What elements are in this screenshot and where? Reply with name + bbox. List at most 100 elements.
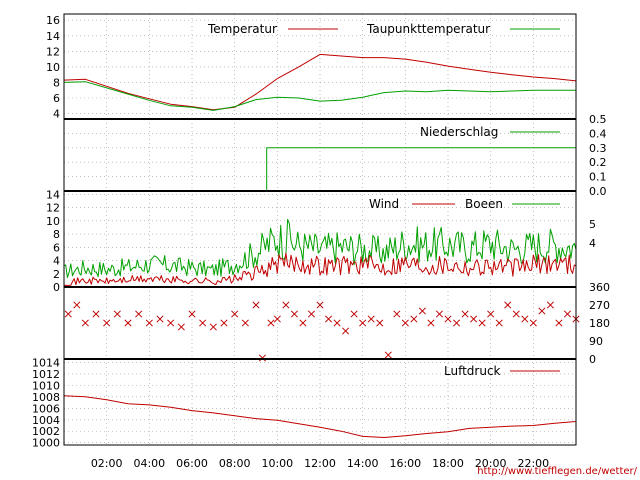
- pressure-line: [63, 395, 577, 438]
- direction-point-14: [209, 323, 217, 331]
- direction-point-20: [267, 319, 275, 327]
- y-tick-label-1-0.4: 0.4: [589, 127, 607, 140]
- y2-tick-label-1: 4: [589, 237, 596, 250]
- y-tick-label-2-8: 8: [53, 228, 60, 241]
- x-tick-label-0400: 04:00: [133, 457, 165, 470]
- y-tick-label-2-0: 0: [53, 281, 60, 294]
- direction-point-27: [324, 315, 333, 323]
- direction-point-12: [188, 310, 196, 318]
- direction-point-34: [384, 351, 392, 359]
- y-tick-label-0-6: 6: [53, 92, 60, 105]
- y-tick-label-4-1014: 1014: [32, 356, 60, 369]
- y-tick-label-0-4: 4: [53, 108, 60, 121]
- x-tick-label-1600: 16:00: [389, 457, 421, 470]
- direction-point-1: [73, 301, 81, 309]
- data-layer: [63, 53, 580, 438]
- y-tick-label-0-10: 10: [46, 61, 60, 74]
- direction-point-10: [167, 319, 175, 327]
- direction-point-54: [555, 319, 563, 327]
- dewpoint-line: [63, 81, 576, 111]
- gust-line: [63, 219, 577, 278]
- y-tick-label-2-12: 12: [46, 202, 60, 215]
- legend-label-niederschlag: Niederschlag: [420, 125, 498, 139]
- direction-point-25: [307, 310, 316, 318]
- y-tick-label-2-2: 2: [53, 268, 60, 281]
- direction-point-16: [231, 310, 239, 318]
- x-tick-label-0800: 08:00: [219, 457, 251, 470]
- direction-point-9: [156, 315, 164, 323]
- direction-point-6: [124, 319, 132, 327]
- direction-point-4: [103, 319, 111, 327]
- direction-point-30: [350, 310, 358, 318]
- y-tick-label-2-10: 10: [46, 215, 60, 228]
- y-tick-label-4-1006: 1006: [32, 402, 60, 415]
- direction-point-52: [538, 307, 546, 315]
- direction-point-26: [316, 301, 324, 309]
- direction-point-21: [273, 315, 281, 323]
- y-tick-label-3-270: 270: [589, 299, 610, 312]
- direction-point-42: [452, 319, 461, 327]
- direction-point-38: [418, 307, 426, 315]
- direction-point-41: [444, 315, 452, 323]
- x-tick-label-1400: 14:00: [347, 457, 379, 470]
- y-tick-label-4-1012: 1012: [32, 368, 60, 381]
- direction-point-23: [290, 310, 298, 318]
- y-tick-label-3-360: 360: [589, 281, 610, 294]
- direction-point-37: [410, 315, 418, 323]
- y2-tick-label-0: 5: [589, 218, 596, 231]
- y-tick-label-1-0.1: 0.1: [589, 171, 607, 184]
- direction-point-40: [435, 310, 444, 318]
- direction-point-44: [470, 315, 478, 323]
- direction-point-18: [252, 301, 260, 309]
- direction-point-45: [478, 319, 486, 327]
- x-tick-label-2000: 20:00: [475, 457, 507, 470]
- y-tick-label-2-6: 6: [53, 241, 60, 254]
- precipitation-line: [64, 147, 576, 192]
- direction-point-47: [495, 319, 503, 327]
- x-tick-label-0200: 02:00: [91, 457, 123, 470]
- direction-point-28: [333, 319, 341, 327]
- direction-point-36: [401, 319, 409, 327]
- direction-point-5: [113, 310, 121, 318]
- legend-label-boeen: Boeen: [465, 197, 503, 211]
- y-tick-label-4-1002: 1002: [32, 425, 60, 438]
- y-tick-label-1-0.2: 0.2: [589, 156, 607, 169]
- direction-point-8: [145, 319, 153, 327]
- legend-layer: Temperatur Taupunkttemperatur Niederschl…: [207, 22, 560, 378]
- direction-point-22: [282, 301, 290, 309]
- direction-point-7: [135, 310, 143, 318]
- y-tick-label-1-0.3: 0.3: [589, 142, 607, 155]
- direction-point-53: [546, 301, 554, 309]
- y-tick-label-0-16: 16: [46, 14, 60, 27]
- credit-text: http://www.tiefflegen.de/wetter/: [477, 466, 637, 477]
- direction-point-33: [376, 319, 384, 327]
- y-tick-label-0-8: 8: [53, 76, 60, 89]
- direction-point-46: [487, 310, 495, 318]
- wind-line: [63, 252, 577, 286]
- direction-point-2: [81, 319, 89, 327]
- legend-label-wind: Wind: [369, 197, 399, 211]
- y-tick-label-3-0: 0: [589, 353, 596, 366]
- direction-point-3: [92, 310, 100, 318]
- y-tick-label-4-1004: 1004: [32, 414, 60, 427]
- x-tick-label-1800: 18:00: [432, 457, 464, 470]
- direction-point-13: [199, 319, 207, 327]
- direction-point-24: [299, 319, 307, 327]
- x-tick-label-2200: 22:00: [517, 457, 549, 470]
- direction-point-29: [342, 327, 350, 335]
- y-tick-label-0-12: 12: [46, 45, 60, 58]
- y-tick-label-1-0: 0.0: [589, 185, 607, 198]
- direction-point-50: [521, 315, 529, 323]
- y-tick-label-4-1010: 1010: [32, 379, 60, 392]
- direction-point-0: [64, 310, 72, 318]
- x-tick-label-1000: 10:00: [261, 457, 293, 470]
- direction-point-49: [512, 310, 520, 318]
- y-tick-label-4-1008: 1008: [32, 391, 60, 404]
- direction-point-15: [220, 319, 228, 327]
- grid-layer: [64, 14, 576, 445]
- direction-point-32: [367, 315, 375, 323]
- direction-point-11: [177, 323, 185, 331]
- y-tick-label-2-14: 14: [46, 188, 60, 201]
